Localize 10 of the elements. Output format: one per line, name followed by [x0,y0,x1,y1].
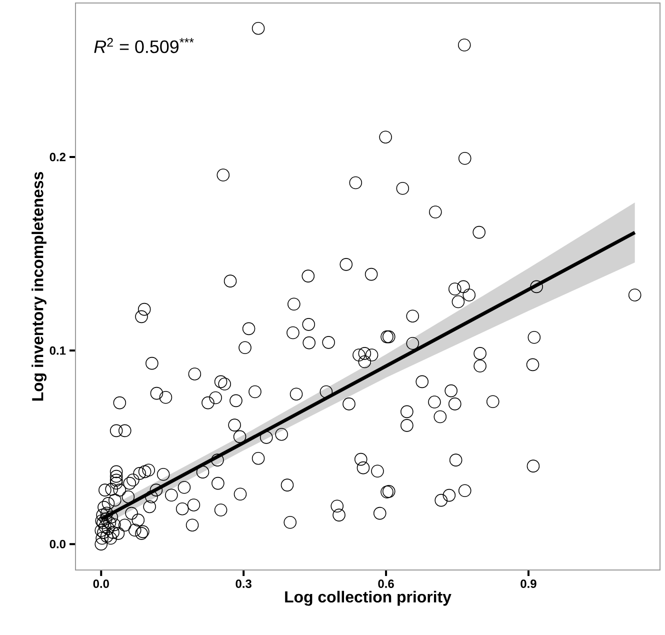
x-tick-label: 0.9 [520,580,536,588]
annotation: R$^{2}$ = 0.509$^{***}$ [94,38,194,54]
x-tick-label: 0.3 [236,580,252,588]
y-tick-label: 0.2 [50,152,66,162]
y-tick-label: 0.0 [50,540,66,548]
x-tick-label: 0.0 [93,580,109,588]
x-axis-title: Log collection priority [285,590,452,606]
y-axis-title: Log inventory incompleteness [32,172,47,401]
x-tick-label: 0.6 [378,580,394,588]
y-tick-label: 0.1 [50,346,66,355]
